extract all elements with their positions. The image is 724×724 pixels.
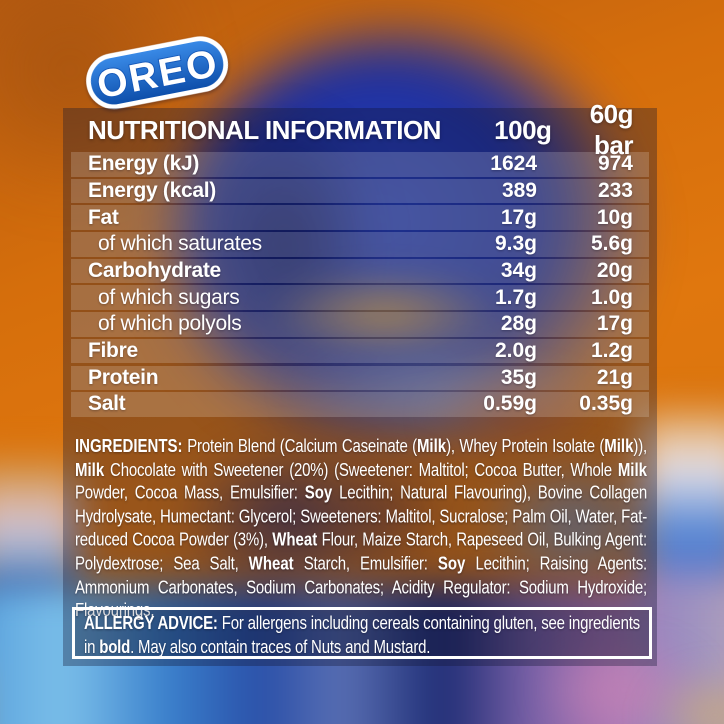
row-label: of which polyols	[98, 312, 242, 336]
table-row: Fat 17g 10g	[71, 205, 649, 230]
value-60g-bar: 0.35g	[579, 392, 633, 416]
table-row: Energy (kcal) 389 233	[71, 178, 649, 204]
row-label: Fibre	[88, 339, 138, 363]
table-header-row: NUTRITIONAL INFORMATION 100g 60g bar	[71, 99, 649, 160]
table-row: Protein 35g 21g	[71, 365, 649, 390]
value-100g: 9.3g	[494, 232, 537, 256]
value-60g-bar: 233	[597, 178, 633, 202]
oreo-logo-icon: OREO	[86, 36, 229, 110]
row-label: Carbohydrate	[88, 259, 221, 282]
row-label: Energy (kJ)	[88, 152, 200, 176]
table-row: Energy (kJ) 1624 974	[71, 152, 649, 177]
value-100g: 28g	[500, 312, 537, 336]
table-row: Salt 0.59g 0.35g	[71, 392, 649, 417]
value-100g: 17g	[500, 205, 537, 229]
table-row: of which sugars 1.7g 1.0g	[71, 285, 649, 310]
value-100g: 35g	[500, 365, 537, 389]
value-100g: 2.0g	[494, 339, 537, 363]
background-blur-blue2	[480, 455, 670, 595]
value-100g: 34g	[500, 259, 537, 282]
oreo-logo: OREO	[80, 30, 232, 114]
value-100g: 389	[501, 178, 537, 202]
row-label: of which sugars	[98, 285, 240, 309]
table-row: of which polyols 28g 17g	[71, 312, 649, 337]
background-blur-navy2	[180, 440, 400, 600]
value-60g-bar: 20g	[596, 259, 633, 282]
value-100g: 1624	[490, 152, 537, 176]
value-100g: 1.7g	[494, 285, 537, 309]
row-label: Fat	[88, 205, 119, 229]
value-60g-bar: 1.2g	[590, 339, 633, 363]
column-header-100g: 100g	[494, 114, 552, 145]
nutrition-table: Energy (kJ) 1624 974 Energy (kcal) 389 233 Fat…	[68, 152, 652, 417]
value-60g-bar: 5.6g	[590, 232, 633, 256]
allergy-advice-text: ALLERGY ADVICE: For allergens including …	[84, 613, 640, 658]
value-60g-bar: 17g	[596, 312, 633, 336]
background-blur-yellow	[270, 275, 500, 355]
row-label: of which saturates	[98, 232, 262, 256]
value-60g-bar: 21g	[596, 365, 633, 389]
row-label: Protein	[88, 365, 159, 389]
value-60g-bar: 1.0g	[590, 285, 633, 309]
value-60g-bar: 974	[597, 152, 633, 176]
row-label: Salt	[88, 392, 126, 416]
column-header-60g-bar: 60g bar	[589, 99, 634, 160]
background-blur-orange	[430, 380, 610, 450]
table-row: of which saturates 9.3g 5.6g	[71, 232, 649, 257]
value-100g: 0.59g	[483, 392, 537, 416]
nutrition-panel: NUTRITIONAL INFORMATION 100g 60g bar Ene…	[63, 99, 657, 666]
table-title: NUTRITIONAL INFORMATION	[88, 114, 441, 145]
row-label: Energy (kcal)	[88, 178, 216, 202]
table-row: Fibre 2.0g 1.2g	[71, 338, 649, 364]
ingredients-text: INGREDIENTS: Protein Blend (Calcium Case…	[75, 436, 647, 622]
allergy-advice-box: ALLERGY ADVICE: For allergens including …	[72, 607, 652, 659]
table-row: Carbohydrate 34g 20g	[71, 258, 649, 284]
value-60g-bar: 10g	[596, 205, 633, 229]
